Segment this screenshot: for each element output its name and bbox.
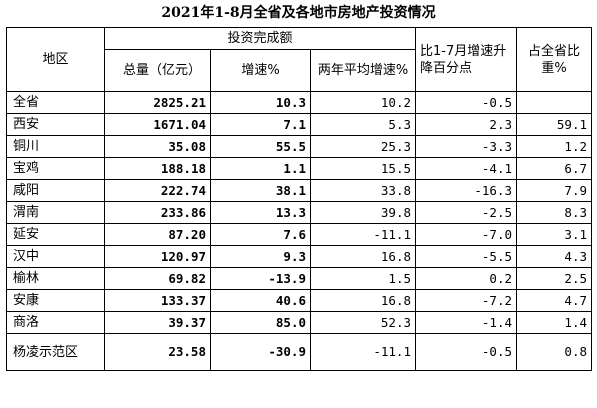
- cell-share: 4.3: [516, 245, 592, 268]
- cell-change: -7.0: [415, 223, 517, 246]
- cell-two-year: 10.2: [310, 91, 416, 114]
- header-growth: 增速%: [210, 49, 311, 92]
- header-row-2: 总量（亿元） 增速% 两年平均增速%: [7, 49, 592, 92]
- table-row: 渭南 233.86 13.3 39.8 -2.5 8.3: [6, 201, 592, 224]
- cell-growth: 1.1: [210, 157, 311, 180]
- cell-two-year: -11.1: [310, 223, 416, 246]
- cell-total: 39.37: [104, 311, 211, 334]
- cell-share: 7.9: [516, 179, 592, 202]
- cell-growth: 7.1: [210, 113, 311, 136]
- table-row: 咸阳 222.74 38.1 33.8 -16.3 7.9: [6, 179, 592, 202]
- cell-growth: 55.5: [210, 135, 311, 158]
- cell-total: 1671.04: [104, 113, 211, 136]
- cell-region: 安康: [6, 289, 105, 312]
- cell-share: 4.7: [516, 289, 592, 312]
- cell-change: -5.5: [415, 245, 517, 268]
- cell-two-year: 16.8: [310, 289, 416, 312]
- cell-growth: 10.3: [210, 91, 311, 114]
- cell-share: 1.4: [516, 311, 592, 334]
- table-row: 西安 1671.04 7.1 5.3 2.3 59.1: [6, 113, 592, 136]
- cell-region: 西安: [6, 113, 105, 136]
- cell-share: 0.8: [516, 333, 592, 371]
- cell-two-year: 1.5: [310, 267, 416, 290]
- investment-table: 地区 投资完成额 比1-7月增速升降百分点 占全省比重% 总量（亿元） 增速% …: [6, 27, 592, 371]
- cell-two-year: 25.3: [310, 135, 416, 158]
- cell-share: [516, 91, 592, 114]
- cell-total: 133.37: [104, 289, 211, 312]
- cell-share: 59.1: [516, 113, 592, 136]
- cell-growth: -13.9: [210, 267, 311, 290]
- cell-two-year: 52.3: [310, 311, 416, 334]
- cell-two-year: 5.3: [310, 113, 416, 136]
- table-row: 榆林 69.82 -13.9 1.5 0.2 2.5: [6, 267, 592, 290]
- cell-share: 3.1: [516, 223, 592, 246]
- header-row-1: 地区 投资完成额 比1-7月增速升降百分点 占全省比重%: [6, 27, 592, 92]
- cell-change: -4.1: [415, 157, 517, 180]
- table-row: 杨凌示范区 23.58 -30.9 -11.1 -0.5 0.8: [6, 333, 592, 371]
- cell-two-year: -11.1: [310, 333, 416, 371]
- cell-region: 延安: [6, 223, 105, 246]
- header-total: 总量（亿元）: [104, 49, 211, 92]
- table-row: 宝鸡 188.18 1.1 15.5 -4.1 6.7: [6, 157, 592, 180]
- cell-total: 233.86: [104, 201, 211, 224]
- cell-change: -0.5: [415, 91, 517, 114]
- table-row: 延安 87.20 7.6 -11.1 -7.0 3.1: [6, 223, 592, 246]
- header-share: 占全省比重%: [516, 27, 592, 92]
- cell-total: 23.58: [104, 333, 211, 371]
- header-region: 地区: [6, 27, 105, 92]
- cell-total: 35.08: [104, 135, 211, 158]
- cell-region: 咸阳: [6, 179, 105, 202]
- cell-growth: 38.1: [210, 179, 311, 202]
- cell-two-year: 39.8: [310, 201, 416, 224]
- cell-growth: -30.9: [210, 333, 311, 371]
- cell-share: 8.3: [516, 201, 592, 224]
- cell-region: 杨凌示范区: [6, 333, 105, 371]
- cell-two-year: 15.5: [310, 157, 416, 180]
- cell-change: -3.3: [415, 135, 517, 158]
- table-row: 铜川 35.08 55.5 25.3 -3.3 1.2: [6, 135, 592, 158]
- cell-change: -7.2: [415, 289, 517, 312]
- cell-change: -16.3: [415, 179, 517, 202]
- cell-share: 2.5: [516, 267, 592, 290]
- cell-change: 2.3: [415, 113, 517, 136]
- cell-region: 全省: [6, 91, 105, 114]
- cell-total: 69.82: [104, 267, 211, 290]
- cell-region: 榆林: [6, 267, 105, 290]
- cell-growth: 13.3: [210, 201, 311, 224]
- cell-two-year: 33.8: [310, 179, 416, 202]
- table-title: 2021年1-8月全省及各地市房地产投资情况: [161, 5, 436, 21]
- header-change: 比1-7月增速升降百分点: [415, 27, 517, 92]
- header-investment-group: 投资完成额: [104, 27, 416, 50]
- cell-change: -1.4: [415, 311, 517, 334]
- cell-region: 铜川: [6, 135, 105, 158]
- cell-total: 2825.21: [104, 91, 211, 114]
- table-row: 安康 133.37 40.6 16.8 -7.2 4.7: [6, 289, 592, 312]
- table-row: 商洛 39.37 85.0 52.3 -1.4 1.4: [6, 311, 592, 334]
- cell-region: 汉中: [6, 245, 105, 268]
- cell-region: 宝鸡: [6, 157, 105, 180]
- cell-change: -2.5: [415, 201, 517, 224]
- cell-region: 商洛: [6, 311, 105, 334]
- cell-share: 1.2: [516, 135, 592, 158]
- cell-share: 6.7: [516, 157, 592, 180]
- cell-growth: 85.0: [210, 311, 311, 334]
- cell-growth: 7.6: [210, 223, 311, 246]
- cell-change: 0.2: [415, 267, 517, 290]
- table-row: 汉中 120.97 9.3 16.8 -5.5 4.3: [6, 245, 592, 268]
- cell-two-year: 16.8: [310, 245, 416, 268]
- header-two-year: 两年平均增速%: [310, 49, 416, 92]
- cell-growth: 9.3: [210, 245, 311, 268]
- cell-total: 120.97: [104, 245, 211, 268]
- cell-total: 87.20: [104, 223, 211, 246]
- cell-total: 188.18: [104, 157, 211, 180]
- cell-total: 222.74: [104, 179, 211, 202]
- cell-change: -0.5: [415, 333, 517, 371]
- cell-growth: 40.6: [210, 289, 311, 312]
- cell-region: 渭南: [6, 201, 105, 224]
- table-row: 全省 2825.21 10.3 10.2 -0.5: [6, 91, 592, 114]
